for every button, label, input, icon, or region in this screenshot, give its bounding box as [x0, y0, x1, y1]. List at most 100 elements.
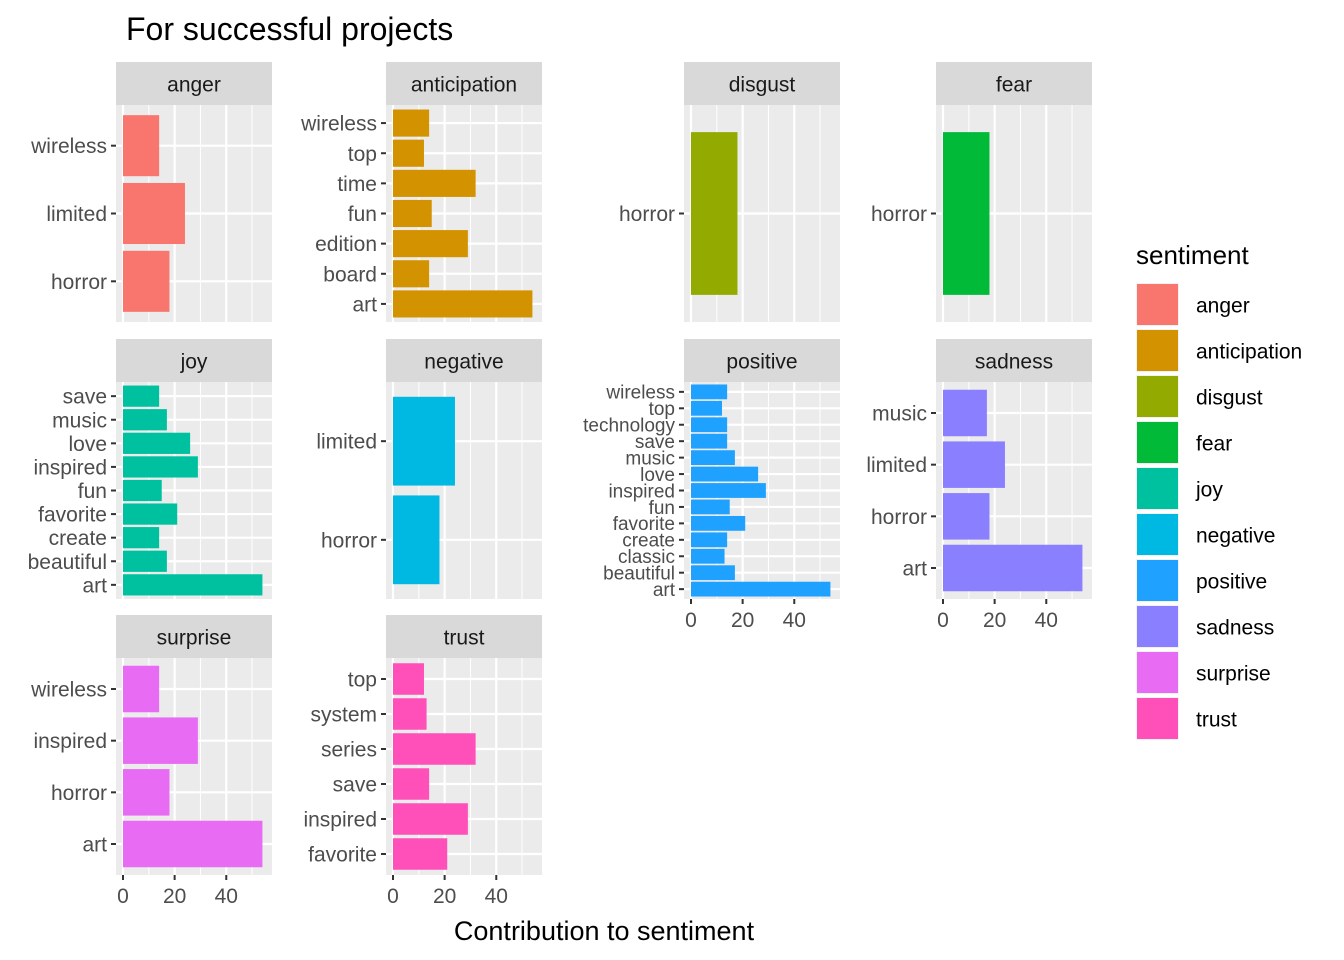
bar-music [943, 389, 987, 437]
y-tick-label: time [337, 173, 377, 196]
bar-horror [691, 132, 738, 295]
legend-label: sadness [1196, 617, 1274, 640]
facet-strip-label: positive [726, 351, 797, 374]
y-tick-label: fun [348, 203, 377, 226]
bar-favorite [393, 838, 448, 870]
bar-top [691, 400, 722, 416]
bar-create [691, 532, 728, 548]
legend-label: trust [1196, 709, 1237, 732]
legend-swatch [1137, 698, 1178, 739]
facet-strip [386, 339, 542, 382]
legend-label: negative [1196, 525, 1275, 548]
bar-beautiful [691, 565, 735, 581]
legend-swatch [1137, 560, 1178, 601]
legend-label: disgust [1196, 387, 1263, 410]
y-tick-label: music [625, 448, 675, 469]
x-tick-label: 0 [117, 885, 129, 908]
x-tick-label: 40 [215, 885, 238, 908]
legend-swatch [1137, 652, 1178, 693]
bar-favorite [123, 503, 178, 525]
facet-strip-label: trust [444, 627, 485, 650]
legend-entry-fear: fear [1136, 421, 1232, 464]
y-tick-label: save [635, 432, 675, 453]
bar-fun [393, 199, 432, 228]
facet-panel-surprise: surprise wireless inspired horror art 0 20 40 [30, 615, 272, 908]
chart-title: For successful projects [126, 11, 453, 47]
facet-strip-label: anticipation [411, 74, 517, 97]
bar-horror [393, 495, 440, 585]
legend-swatch [1137, 422, 1178, 463]
facet-strip [116, 615, 272, 658]
y-tick-label: wireless [30, 135, 107, 158]
x-tick-label: 20 [433, 885, 456, 908]
facet-panel-trust: trust top system series save inspired favorite… [303, 615, 542, 908]
y-tick-label: horror [51, 271, 107, 294]
facet-strip-label: disgust [729, 74, 796, 97]
bar-art [943, 544, 1083, 592]
bar-save [123, 385, 160, 407]
facet-strip-label: joy [180, 351, 208, 374]
y-tick-label: create [49, 527, 107, 550]
bar-art [393, 290, 533, 318]
bar-horror [943, 493, 990, 540]
y-tick-label: series [321, 739, 377, 762]
y-tick-label: wireless [300, 113, 377, 136]
y-tick-label: horror [619, 203, 675, 226]
facet-strip [684, 339, 840, 382]
legend-entry-anger: anger [1136, 283, 1250, 326]
x-tick-label: 0 [937, 609, 949, 632]
legend-swatch [1137, 606, 1178, 647]
legend-swatch [1137, 376, 1178, 417]
bar-wireless [123, 115, 160, 177]
y-tick-label: beautiful [603, 564, 675, 585]
y-tick-label: horror [871, 203, 927, 226]
y-tick-label: system [310, 704, 377, 727]
y-tick-label: top [649, 399, 675, 420]
y-tick-label: music [872, 403, 927, 426]
y-tick-label: art [653, 580, 676, 601]
y-tick-label: limited [866, 454, 927, 477]
legend-entry-surprise: surprise [1136, 651, 1271, 694]
legend-title: sentiment [1136, 240, 1249, 270]
x-tick-label: 20 [163, 885, 186, 908]
facet-strip-label: sadness [975, 351, 1053, 374]
y-tick-label: technology [583, 416, 675, 437]
y-tick-label: art [82, 574, 107, 597]
x-tick-label: 0 [387, 885, 399, 908]
y-tick-label: create [622, 531, 675, 552]
bar-inspired [123, 456, 198, 478]
y-tick-label: beautiful [28, 551, 107, 574]
bar-classic [691, 548, 725, 564]
bar-inspired [123, 717, 198, 764]
facet-strip [936, 339, 1092, 382]
facet-strip [116, 62, 272, 105]
bar-fun [123, 479, 162, 502]
facet-strip [386, 615, 542, 658]
y-tick-label: limited [46, 203, 107, 226]
facet-panels: anger wireless limited horror anticipation wi… [28, 62, 1092, 908]
legend: sentiment anger anticipation disgust fear jo… [1136, 240, 1302, 740]
bar-favorite [691, 515, 746, 531]
facet-panel-sadness: sadness music limited horror art 0 20 40 [866, 339, 1092, 632]
y-tick-label: board [323, 263, 377, 286]
x-tick-label: 40 [783, 609, 806, 632]
legend-entry-disgust: disgust [1136, 375, 1263, 418]
y-tick-label: classic [618, 547, 675, 568]
legend-swatch [1137, 514, 1178, 555]
bar-limited [123, 182, 185, 245]
facet-panel-positive: positive wirelesstoptechnologysavemusiclo… [583, 339, 840, 632]
legend-swatch [1137, 468, 1178, 509]
facet-strip [386, 62, 542, 105]
y-tick-label: horror [51, 782, 107, 805]
y-tick-label: inspired [33, 456, 107, 479]
y-tick-label: favorite [308, 844, 377, 867]
facet-panel-disgust: disgust horror [619, 62, 840, 322]
legend-label: joy [1195, 479, 1223, 502]
bar-love [691, 466, 759, 482]
bar-art [691, 581, 831, 597]
y-tick-label: edition [315, 233, 377, 256]
bar-horror [123, 769, 170, 816]
facet-panel-negative: negative limited horror [316, 339, 542, 599]
y-tick-label: art [902, 558, 927, 581]
bar-top [393, 139, 424, 167]
